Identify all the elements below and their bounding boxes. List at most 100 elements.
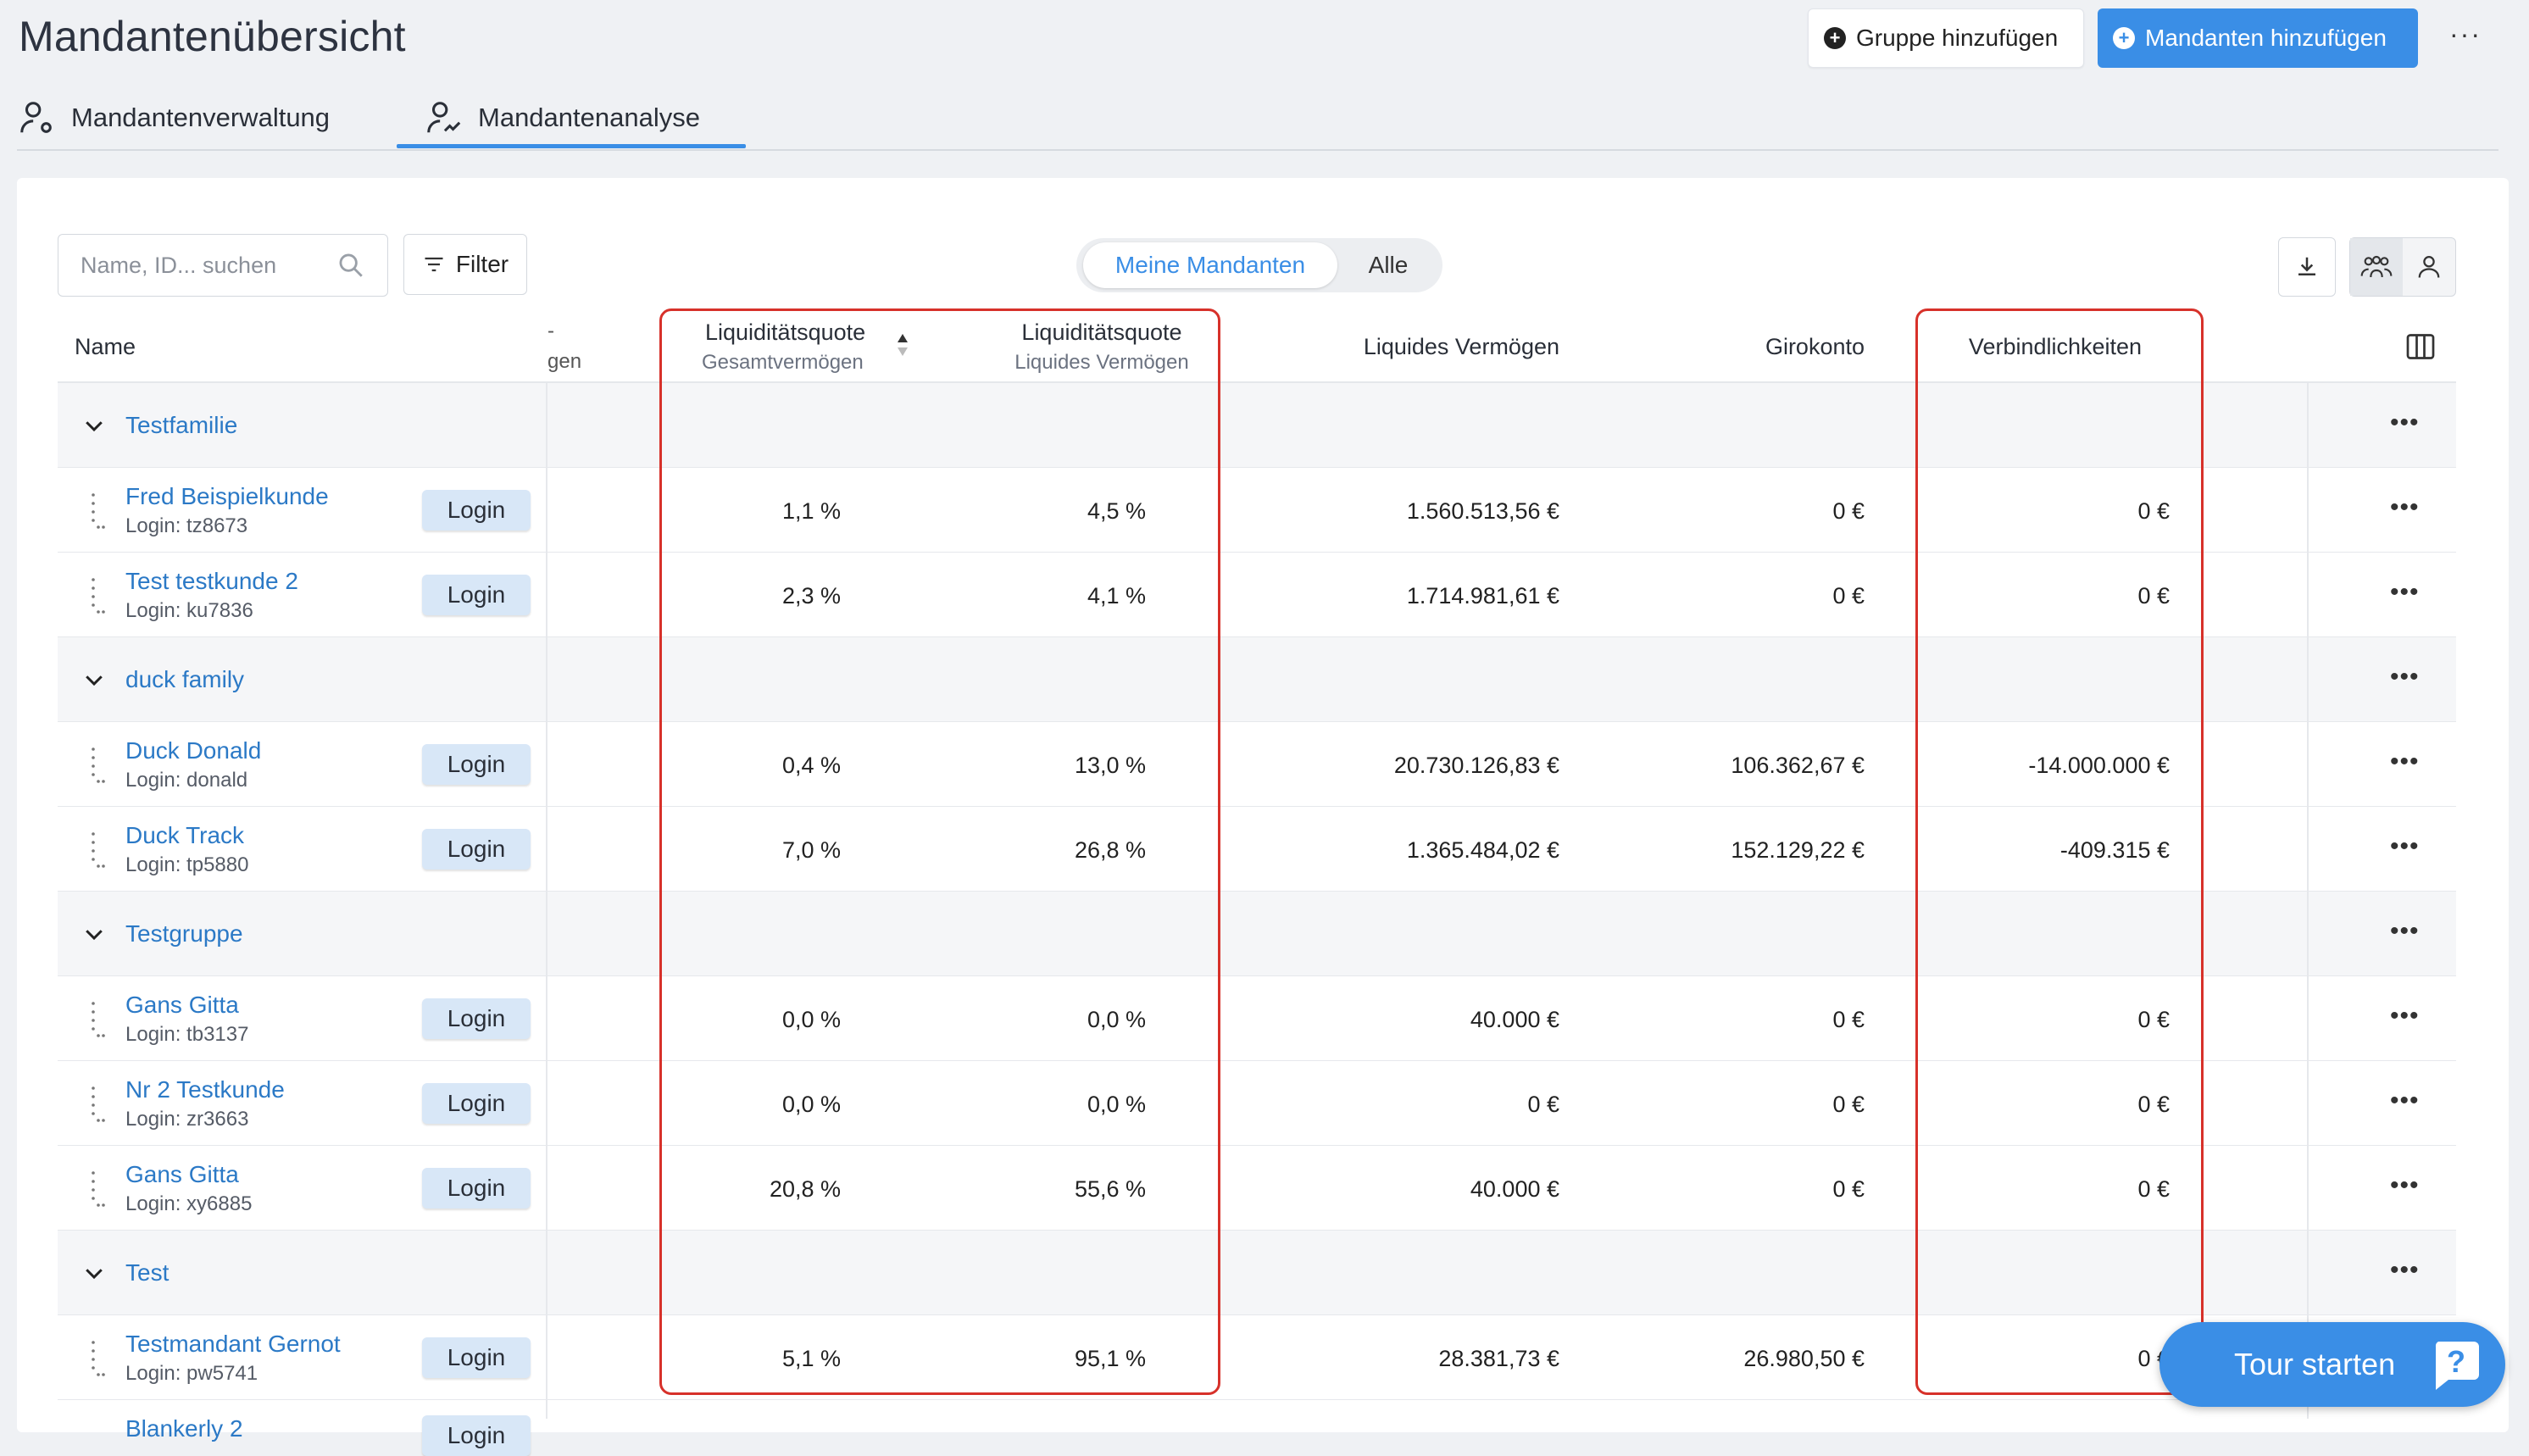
table-row[interactable] [58, 1146, 2456, 1231]
sort-ascending-icon[interactable] [895, 332, 910, 358]
client-name-link[interactable]: Blankerly 2 [125, 1415, 243, 1442]
group-row[interactable] [58, 892, 2456, 976]
chevron-down-icon[interactable] [81, 921, 107, 947]
table-row[interactable] [58, 553, 2456, 637]
tab-label: Mandantenverwaltung [71, 103, 331, 132]
login-button[interactable]: Login [422, 490, 531, 531]
tab-divider [17, 149, 2498, 151]
client-login-id: Login: zr3663 [125, 1108, 249, 1131]
row-more-button[interactable]: ••• [2390, 1256, 2420, 1284]
column-header-liquidity-liquid[interactable]: Liquiditätsquote Liquides Vermögen [992, 312, 1212, 381]
column-header-name[interactable]: Name [75, 312, 136, 381]
row-more-button[interactable]: ••• [2390, 1002, 2420, 1030]
client-name-link[interactable]: Gans Gitta [125, 992, 239, 1018]
group-name[interactable]: duck family [125, 666, 245, 692]
row-more-button[interactable]: ••• [2390, 917, 2420, 945]
table-row[interactable] [58, 722, 2456, 807]
table-row[interactable] [58, 1061, 2456, 1146]
liquid-assets-cell: 20.730.126,83 € [1393, 753, 1559, 778]
login-button[interactable]: Login [422, 1337, 531, 1378]
row-more-button[interactable]: ••• [2390, 747, 2420, 775]
column-header-truncated[interactable]: - gen [547, 312, 581, 381]
group-row[interactable] [58, 383, 2456, 468]
liquid-assets-cell: 28.381,73 € [1438, 1346, 1559, 1371]
tab-mandantenanalyse[interactable]: Mandantenanalyse [398, 88, 746, 147]
liquidity-liquid-cell: 13,0 % [1074, 753, 1146, 778]
plus-circle-icon: + [1824, 27, 1846, 49]
single-view-button[interactable] [2403, 238, 2455, 296]
group-name[interactable]: Test [125, 1259, 170, 1286]
columns-icon[interactable] [2405, 332, 2436, 361]
client-name-link[interactable]: Duck Donald [125, 737, 262, 764]
client-name-link[interactable]: Gans Gitta [125, 1161, 239, 1187]
chevron-down-icon[interactable] [81, 1260, 107, 1286]
segment-my-clients[interactable]: Meine Mandanten [1083, 242, 1337, 288]
row-more-button[interactable]: ••• [2390, 1171, 2420, 1199]
more-options-button[interactable]: ··· [2449, 19, 2482, 49]
liabilities-cell: 0 € [2137, 1176, 2170, 1202]
tour-label: Tour starten [2234, 1347, 2396, 1381]
liabilities-cell: -409.315 € [2059, 837, 2170, 863]
client-login-id: Login: tp5880 [125, 853, 249, 876]
user-gear-icon [20, 102, 52, 133]
row-more-button[interactable]: ••• [2390, 832, 2420, 860]
tree-connector-icon [92, 1171, 105, 1207]
group-name[interactable]: Testgruppe [125, 920, 243, 947]
login-button[interactable]: Login [422, 998, 531, 1039]
chevron-down-icon[interactable] [81, 413, 107, 438]
column-divider [2307, 383, 2309, 1419]
segment-all[interactable]: Alle [1368, 252, 1409, 278]
column-label: Liquiditätsquote [1021, 319, 1182, 345]
client-login-id: Login: pw5741 [125, 1362, 258, 1385]
column-header-liquidity-total[interactable]: Liquiditätsquote Gesamtvermögen [675, 312, 895, 381]
group-name[interactable]: Testfamilie [125, 412, 238, 438]
group-view-button[interactable] [2350, 238, 2403, 296]
row-more-button[interactable]: ••• [2390, 578, 2420, 606]
login-button[interactable]: Login [422, 829, 531, 870]
chevron-down-icon[interactable] [81, 667, 107, 692]
add-client-label: Mandanten hinzufügen [2145, 25, 2387, 51]
table-row[interactable] [58, 976, 2456, 1061]
client-name-link[interactable]: Test testkunde 2 [125, 568, 298, 594]
liquidity-liquid-cell: 0,0 % [1087, 1007, 1146, 1032]
add-group-button[interactable]: + Gruppe hinzufügen [1808, 8, 2084, 68]
group-row[interactable] [58, 637, 2456, 722]
liquid-assets-cell: 1.560.513,56 € [1406, 498, 1559, 524]
login-button[interactable]: Login [422, 1083, 531, 1124]
group-row[interactable] [58, 1231, 2456, 1315]
search-input[interactable]: Name, ID... suchen [58, 234, 388, 297]
row-more-button[interactable]: ••• [2390, 408, 2420, 436]
table-row[interactable] [58, 468, 2456, 553]
client-name-link[interactable]: Nr 2 Testkunde [125, 1076, 285, 1103]
row-more-button[interactable]: ••• [2390, 1086, 2420, 1114]
row-more-button[interactable]: ••• [2390, 663, 2420, 691]
column-label: Liquiditätsquote [705, 319, 866, 345]
filter-button[interactable]: Filter [403, 234, 527, 295]
column-label: Verbindlichkeiten [1968, 333, 2143, 359]
login-button[interactable]: Login [422, 1415, 531, 1456]
help-chat-icon[interactable]: ? [2426, 1334, 2487, 1395]
liquid-assets-cell: 0 € [1527, 1092, 1559, 1117]
tab-label: Mandantenanalyse [478, 103, 700, 132]
column-header-liabilities[interactable]: Verbindlichkeiten [1915, 312, 2195, 381]
tab-mandantenverwaltung[interactable]: Mandantenverwaltung [17, 88, 330, 147]
login-button[interactable]: Login [422, 1168, 531, 1209]
login-button[interactable]: Login [422, 744, 531, 785]
liquidity-total-cell: 7,0 % [781, 837, 841, 863]
client-login-id: Login: ku7836 [125, 599, 253, 622]
column-header-liquid-assets[interactable]: Liquides Vermögen [1305, 312, 1559, 381]
giro-cell: 152.129,22 € [1731, 837, 1865, 863]
table-row[interactable] [58, 1315, 2456, 1400]
row-more-button[interactable]: ••• [2390, 493, 2420, 521]
download-button[interactable] [2278, 237, 2336, 297]
giro-cell: 0 € [1832, 498, 1865, 524]
column-header-giro[interactable]: Girokonto [1610, 312, 1865, 381]
giro-cell: 26.980,50 € [1743, 1346, 1865, 1371]
login-button[interactable]: Login [422, 575, 531, 615]
client-name-link[interactable]: Duck Track [125, 822, 245, 848]
add-client-button[interactable]: + Mandanten hinzufügen [2098, 8, 2418, 68]
table-row[interactable] [58, 807, 2456, 892]
client-name-link[interactable]: Testmandant Gernot [125, 1331, 341, 1357]
liabilities-cell: 0 € [2137, 583, 2170, 609]
client-name-link[interactable]: Fred Beispielkunde [125, 483, 329, 509]
